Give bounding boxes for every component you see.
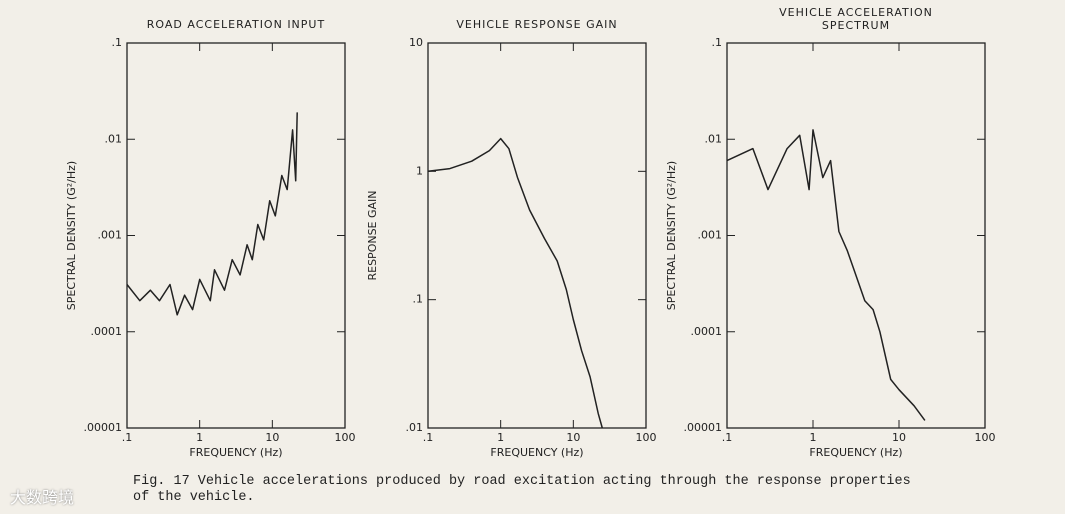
y-tick-label: .01 (406, 421, 424, 434)
y-tick-label: .0001 (91, 325, 123, 338)
x-axis-label: FREQUENCY (Hz) (490, 446, 583, 459)
x-axis-label: FREQUENCY (Hz) (809, 446, 902, 459)
y-tick-label: .1 (112, 36, 123, 49)
x-tick-label: 10 (265, 431, 279, 444)
y-tick-label: .00001 (84, 421, 123, 434)
y-tick-label: .1 (413, 293, 424, 306)
x-tick-label: 1 (497, 431, 504, 444)
x-tick-label: 1 (810, 431, 817, 444)
chart-title: ROAD ACCELERATION INPUT (146, 18, 326, 31)
y-axis-label: SPECTRAL DENSITY (G²/Hz) (65, 161, 78, 310)
data-line (126, 112, 298, 316)
caption: Fig. 17 Vehicle accelerations produced b… (133, 474, 911, 505)
data-line (726, 129, 926, 421)
y-tick-label: 1 (416, 164, 423, 177)
plot-frame (427, 42, 647, 429)
x-tick-label: 10 (566, 431, 580, 444)
watermark: 大数跨境 (10, 488, 75, 507)
y-tick-label: .001 (98, 229, 123, 242)
y-axis-label: SPECTRAL DENSITY (G²/Hz) (665, 161, 678, 310)
plot-frame (126, 42, 346, 429)
x-tick-label: 100 (335, 431, 356, 444)
chart-title: VEHICLE ACCELERATION SPECTRUM (779, 6, 933, 32)
x-tick-label: .1 (122, 431, 133, 444)
y-tick-label: .01 (105, 132, 123, 145)
y-tick-label: 10 (409, 36, 423, 49)
x-tick-label: 100 (975, 431, 996, 444)
x-axis-label: FREQUENCY (Hz) (189, 446, 282, 459)
y-axis-label: RESPONSE GAIN (366, 190, 379, 280)
plot-frame (726, 42, 986, 429)
y-tick-label: .01 (705, 132, 723, 145)
y-tick-label: .00001 (684, 421, 723, 434)
y-tick-label: .0001 (691, 325, 723, 338)
data-line (427, 137, 604, 429)
x-tick-label: .1 (722, 431, 733, 444)
x-tick-label: 10 (892, 431, 906, 444)
x-tick-label: .1 (423, 431, 434, 444)
x-tick-label: 100 (636, 431, 657, 444)
x-tick-label: 1 (196, 431, 203, 444)
y-tick-label: .1 (712, 36, 723, 49)
chart-title: VEHICLE RESPONSE GAIN (456, 18, 618, 31)
y-tick-label: .001 (698, 229, 723, 242)
